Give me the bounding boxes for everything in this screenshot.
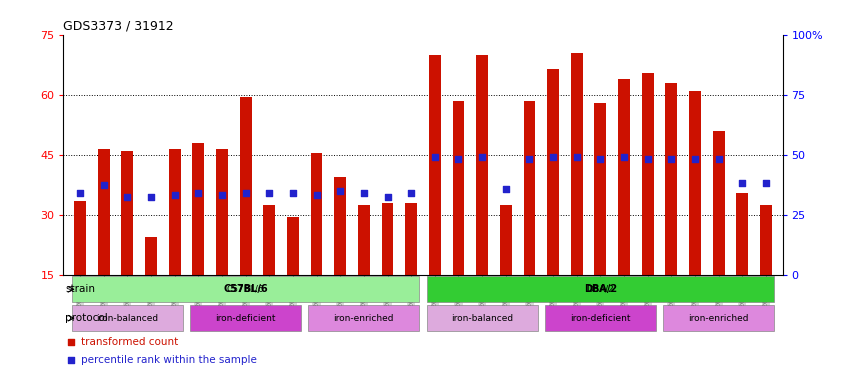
Point: [262, 190, 276, 196]
Bar: [500, 205, 512, 275]
Point: [74, 190, 87, 196]
Point: [452, 156, 465, 162]
Bar: [98, 149, 110, 275]
Text: protocol: protocol: [65, 313, 108, 323]
Text: iron-enriched: iron-enriched: [689, 314, 749, 323]
Text: transformed count: transformed count: [81, 337, 179, 347]
Point: [499, 186, 513, 192]
Point: [97, 182, 111, 188]
Bar: [545, 305, 656, 331]
Text: iron-deficient: iron-deficient: [216, 314, 276, 323]
Bar: [571, 53, 583, 275]
Bar: [666, 83, 678, 275]
Bar: [216, 149, 228, 275]
Point: [239, 190, 252, 196]
Bar: [287, 217, 299, 275]
Bar: [760, 205, 772, 275]
Point: [665, 156, 678, 162]
Point: [63, 357, 78, 363]
Bar: [642, 73, 654, 275]
Point: [168, 192, 181, 198]
Bar: [122, 151, 133, 275]
Bar: [239, 97, 251, 275]
Text: percentile rank within the sample: percentile rank within the sample: [81, 355, 257, 365]
Text: DBA/2: DBA/2: [584, 284, 617, 294]
Point: [120, 194, 134, 200]
Bar: [405, 203, 417, 275]
Bar: [595, 103, 607, 275]
Point: [547, 154, 560, 160]
Point: [144, 194, 157, 200]
Bar: [334, 177, 346, 275]
Text: C57BL/6: C57BL/6: [223, 284, 268, 294]
Bar: [308, 305, 420, 331]
Point: [641, 156, 655, 162]
Point: [191, 190, 205, 196]
Text: iron-balanced: iron-balanced: [96, 314, 158, 323]
Bar: [382, 203, 393, 275]
Bar: [74, 201, 86, 275]
Point: [759, 180, 772, 186]
Point: [523, 156, 536, 162]
Bar: [429, 55, 441, 275]
Bar: [263, 205, 275, 275]
Point: [475, 154, 489, 160]
Point: [333, 188, 347, 194]
Bar: [476, 55, 488, 275]
Point: [428, 154, 442, 160]
Point: [570, 154, 584, 160]
Point: [712, 156, 726, 162]
Bar: [72, 305, 183, 331]
Point: [310, 192, 323, 198]
Bar: [168, 149, 180, 275]
Point: [63, 339, 78, 345]
Text: C57BL/6: C57BL/6: [227, 285, 265, 294]
Bar: [426, 276, 774, 302]
Point: [735, 180, 749, 186]
Bar: [736, 193, 748, 275]
Bar: [192, 143, 204, 275]
Text: iron-deficient: iron-deficient: [570, 314, 630, 323]
Bar: [689, 91, 701, 275]
Bar: [453, 101, 464, 275]
Text: GDS3373 / 31912: GDS3373 / 31912: [63, 19, 174, 32]
Point: [357, 190, 371, 196]
Bar: [547, 69, 559, 275]
Bar: [190, 305, 301, 331]
Point: [594, 156, 607, 162]
Text: strain: strain: [65, 284, 96, 294]
Point: [404, 190, 418, 196]
Bar: [713, 131, 724, 275]
Point: [689, 156, 702, 162]
Point: [381, 194, 394, 200]
Bar: [524, 101, 536, 275]
Bar: [310, 153, 322, 275]
Point: [215, 192, 228, 198]
Text: iron-enriched: iron-enriched: [333, 314, 394, 323]
Bar: [426, 305, 538, 331]
Bar: [145, 237, 157, 275]
Bar: [618, 79, 630, 275]
Text: DBA/2: DBA/2: [586, 285, 614, 294]
Point: [286, 190, 299, 196]
Point: [618, 154, 631, 160]
Text: iron-balanced: iron-balanced: [451, 314, 514, 323]
Bar: [663, 305, 774, 331]
Bar: [358, 205, 370, 275]
Bar: [72, 276, 420, 302]
